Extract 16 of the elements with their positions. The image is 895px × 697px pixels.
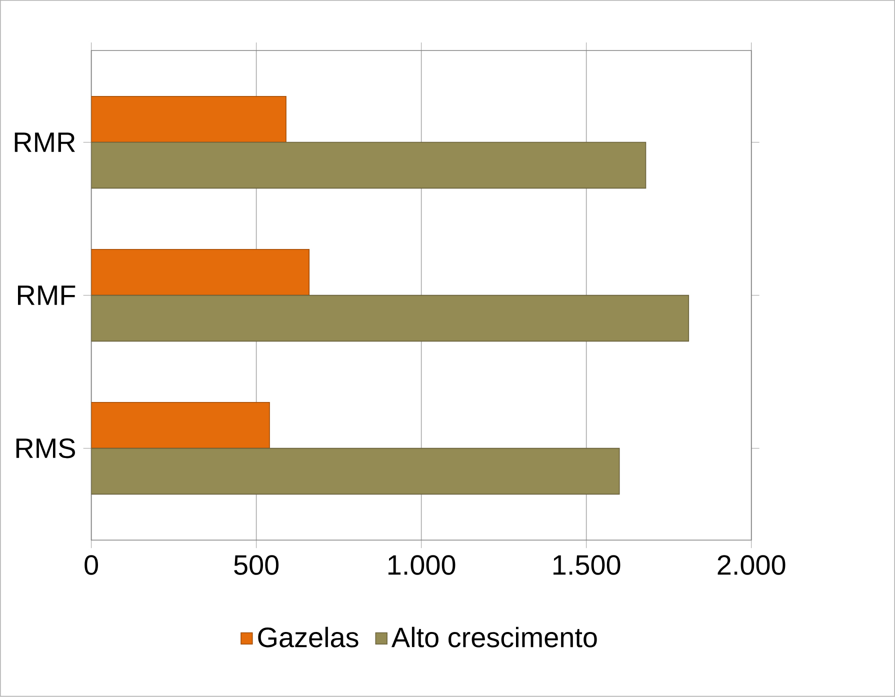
bar [91, 249, 310, 296]
x-tick-label: 2.000 [718, 555, 786, 576]
bar [91, 402, 270, 449]
x-tick-label: 0 [84, 555, 98, 576]
x-tick-label: 1.500 [553, 555, 620, 576]
bar [91, 142, 646, 189]
bar [91, 295, 690, 342]
y-tick-label: RMF [18, 286, 76, 306]
y-tick-label: RMS [16, 438, 75, 458]
y-tick-label: RMR [14, 132, 75, 152]
bar [91, 96, 286, 143]
bar [91, 448, 620, 495]
x-tick-label: 500 [234, 555, 279, 576]
x-tick-label: 1.000 [388, 555, 456, 576]
legend-label: Gazelas [258, 626, 358, 648]
legend-label: Alto crescimento [391, 626, 597, 648]
